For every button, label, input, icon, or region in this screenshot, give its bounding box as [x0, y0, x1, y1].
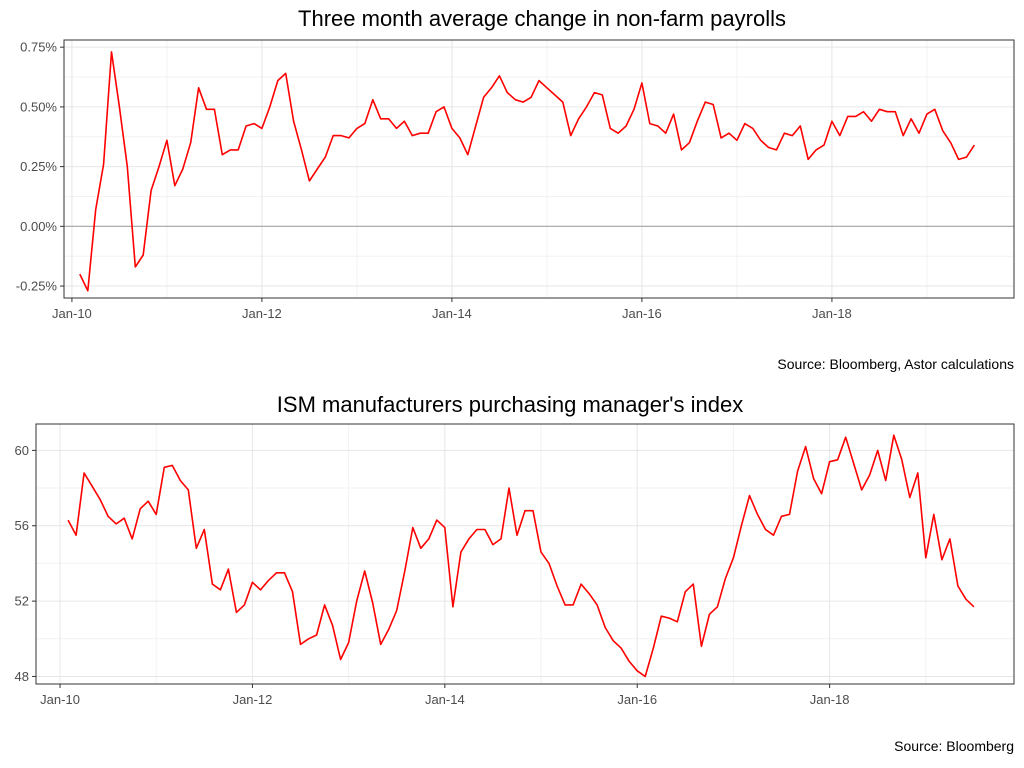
ism-chart: ISM manufacturers purchasing manager's i… — [0, 382, 1024, 768]
ism-plot: 48 52 56 60 Jan-10 Jan-12 Jan-14 Jan-16 Jan-18 — [15, 423, 1015, 707]
y-tick-label: -0.25% — [16, 279, 58, 294]
series-line — [67, 434, 975, 678]
y-tick-label: 0.75% — [20, 40, 57, 55]
payrolls-chart: Three month average change in non-farm p… — [0, 0, 1024, 382]
series-line — [79, 51, 976, 292]
x-tick-label: Jan-12 — [233, 692, 273, 707]
x-tick-label: Jan-10 — [40, 692, 80, 707]
x-tick-label: Jan-10 — [52, 306, 92, 321]
panel-border — [35, 423, 1015, 685]
x-tick-label: Jan-14 — [432, 306, 472, 321]
y-tick-label: 0.00% — [20, 219, 57, 234]
y-tick-label: 48 — [15, 669, 29, 684]
panel-border — [63, 39, 1015, 299]
y-tick-label: 0.25% — [20, 159, 57, 174]
chart-title: ISM manufacturers purchasing manager's i… — [276, 392, 744, 417]
chart-source: Source: Bloomberg — [894, 738, 1014, 754]
x-tick-label: Jan-14 — [425, 692, 465, 707]
chart-source: Source: Bloomberg, Astor calculations — [777, 356, 1014, 372]
payrolls-plot: -0.25% 0.00% 0.25% 0.50% 0.75% Jan-10 Jan-12 Ja… — [16, 39, 1015, 321]
x-tick-label: Jan-16 — [622, 306, 662, 321]
x-tick-label: Jan-16 — [617, 692, 657, 707]
y-tick-label: 52 — [15, 594, 29, 609]
y-tick-label: 60 — [15, 443, 29, 458]
y-tick-label: 56 — [15, 518, 29, 533]
y-tick-label: 0.50% — [20, 99, 57, 114]
x-tick-label: Jan-18 — [810, 692, 850, 707]
chart-title: Three month average change in non-farm p… — [298, 6, 786, 31]
x-tick-label: Jan-18 — [812, 306, 852, 321]
x-tick-label: Jan-12 — [242, 306, 282, 321]
